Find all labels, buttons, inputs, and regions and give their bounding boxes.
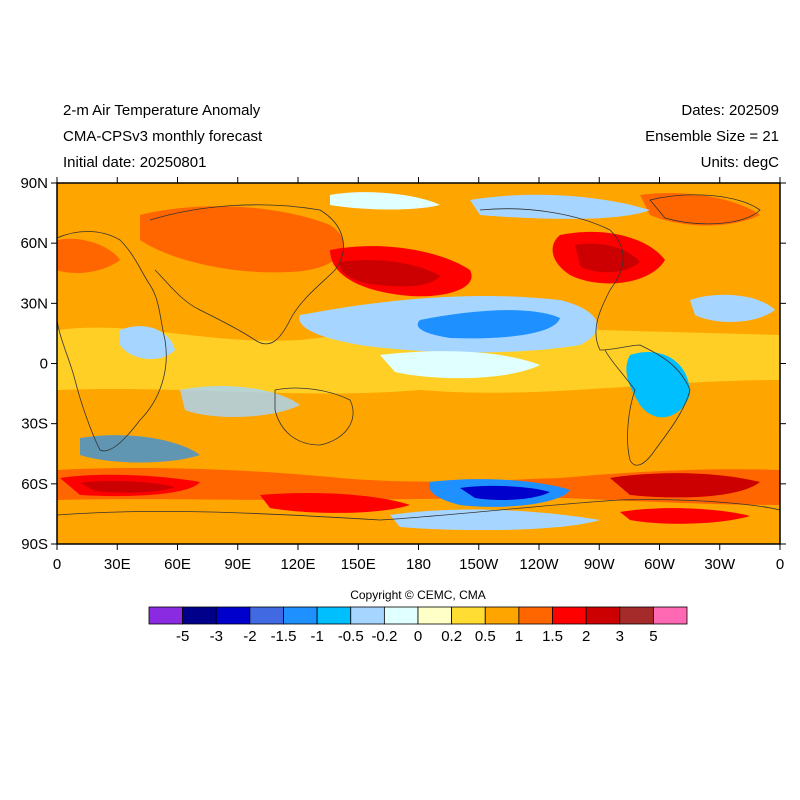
- field-south-pacific-strong: [260, 493, 410, 513]
- plot-title: 2-m Air Temperature Anomaly: [63, 102, 261, 119]
- colorbar-swatch: [383, 606, 419, 625]
- colorbar-swatch: [619, 606, 654, 625]
- field-indian-cool: [180, 385, 300, 417]
- field-south-atlantic-core: [80, 480, 175, 493]
- lon-label: 30W: [704, 556, 736, 573]
- copyright: Copyright © CEMC, CMA: [350, 588, 486, 602]
- colorbar-label: 1: [515, 628, 523, 645]
- field-antarctic-cool: [390, 509, 600, 531]
- field-samerica-cool: [626, 351, 690, 418]
- field-atlantic-cool: [690, 294, 775, 322]
- colorbar-label: -2: [243, 628, 256, 645]
- lon-label: 30E: [104, 556, 131, 573]
- colorbar-label: 0.2: [441, 628, 462, 645]
- header-left: 2-m Air Temperature Anomaly CMA-CPSv3 mo…: [63, 98, 262, 176]
- colorbar-label: 0: [414, 628, 422, 645]
- field-arctic-light: [330, 192, 440, 210]
- colorbar-label: -0.2: [371, 628, 397, 645]
- coast-antarctica: [57, 499, 780, 521]
- colorbar-label: -3: [210, 628, 223, 645]
- colorbar-swatch: [283, 606, 318, 625]
- lon-label: 0: [53, 556, 61, 573]
- lat-label: 90S: [21, 536, 48, 553]
- header-right: Dates: 202509 Ensemble Size = 21 Units: …: [645, 98, 779, 176]
- colorbar-label: 3: [616, 628, 624, 645]
- colorbar-swatch: [249, 606, 284, 625]
- colorbar-swatch: [417, 606, 453, 625]
- forecast-dates: Dates: 202509: [681, 102, 779, 119]
- coast-americas: [479, 208, 691, 466]
- colorbar-swatch: [484, 606, 520, 625]
- lon-label: 150E: [341, 556, 376, 573]
- lon-label: 90E: [224, 556, 251, 573]
- field-antarctic-warm-2: [620, 508, 750, 524]
- lat-label: 60N: [20, 235, 48, 252]
- coastlines: [57, 194, 780, 521]
- lon-label: 180: [406, 556, 431, 573]
- colorbar-label: -0.5: [338, 628, 364, 645]
- lon-label: 120E: [280, 556, 315, 573]
- colorbar-label: -1: [310, 628, 323, 645]
- field-europe-warm: [57, 238, 120, 273]
- lon-label: 60W: [644, 556, 676, 573]
- colorbar-swatch: [451, 606, 486, 625]
- field-south-indian-cool: [80, 435, 200, 463]
- colorbar-swatch: [585, 606, 621, 625]
- field-antarctic-warm-core: [610, 473, 760, 498]
- lon-label: 0: [776, 556, 784, 573]
- colorbar-label: 1.5: [542, 628, 563, 645]
- lon-label: 60E: [164, 556, 191, 573]
- units: Units: degC: [700, 154, 779, 171]
- coast-greenland: [649, 194, 761, 225]
- colorbar-swatch: [350, 606, 385, 625]
- colorbar-label: 0.5: [475, 628, 496, 645]
- anomaly-field: [57, 183, 780, 544]
- colorbar-label: -5: [176, 628, 189, 645]
- coast-asia: [149, 204, 344, 345]
- field-south-pole: [57, 530, 780, 544]
- field-antarctic-cold-core: [460, 485, 550, 500]
- longitude-axis: 0 30E 60E 90E 120E 150E 180 150W 120W 90W 60W 30W 0: [53, 177, 784, 573]
- colorbar-swatch: [518, 606, 553, 625]
- lat-label: 30N: [20, 295, 48, 312]
- model-name: CMA-CPSv3 monthly forecast: [63, 128, 263, 145]
- colorbar-label: 2: [582, 628, 590, 645]
- colorbar-swatch: [552, 606, 587, 625]
- coast-africa-europe: [57, 231, 167, 452]
- field-pacific-cold-core: [417, 310, 560, 339]
- field-africa-cool: [120, 326, 175, 360]
- lon-label: 120W: [519, 556, 559, 573]
- coast-australia: [274, 387, 354, 446]
- lon-label: 90W: [584, 556, 616, 573]
- field-southern-ocean-warm: [57, 467, 780, 505]
- field-arctic-cool: [470, 194, 650, 219]
- lat-label: 60S: [21, 476, 48, 493]
- ensemble-size: Ensemble Size = 21: [645, 128, 779, 145]
- colorbar: -5 -3 -2 -1.5 -1 -0.5 -0.2 0 0.2 0.5 1 1.5 2 3 5: [148, 606, 688, 645]
- colorbar-swatch: [215, 606, 251, 625]
- colorbar-swatch: [652, 606, 688, 625]
- lat-label: 30S: [21, 416, 48, 433]
- colorbar-label: 5: [649, 628, 657, 645]
- colorbar-swatch: [148, 606, 184, 625]
- field-eurasia-warm: [140, 206, 345, 273]
- lat-label: 90N: [20, 175, 48, 192]
- field-canada-strong: [575, 243, 640, 273]
- lat-label: 0: [40, 356, 48, 373]
- colorbar-swatch: [316, 606, 352, 625]
- field-greenland-warm: [640, 192, 760, 226]
- field-pacific-light: [380, 351, 540, 379]
- colorbar-swatch: [182, 606, 217, 625]
- initial-date: Initial date: 20250801: [63, 154, 207, 171]
- lon-label: 150W: [459, 556, 499, 573]
- field-npacific-strong: [339, 259, 440, 287]
- colorbar-label: -1.5: [271, 628, 297, 645]
- latitude-axis: 90N 60N 30N 0 30S 60S 90S: [20, 175, 786, 553]
